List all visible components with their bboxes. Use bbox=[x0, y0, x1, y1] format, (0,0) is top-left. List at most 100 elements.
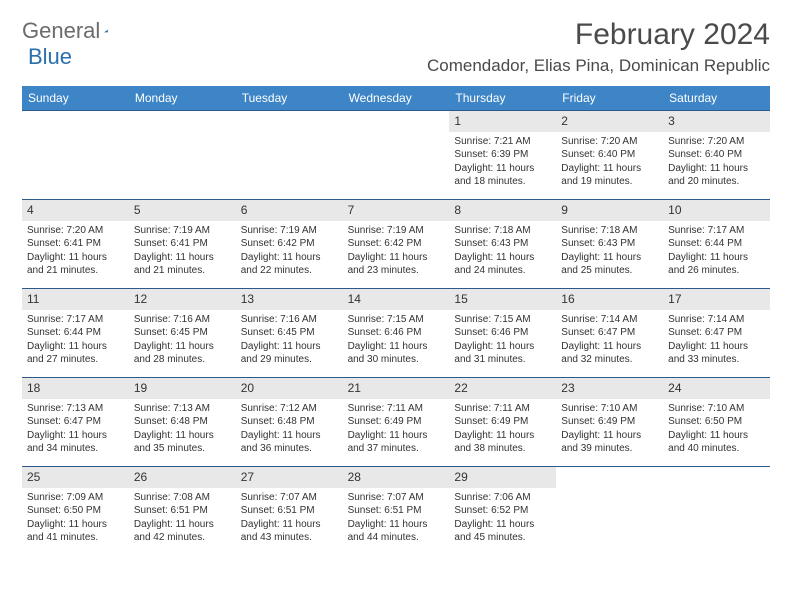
day-number-row: 26 bbox=[129, 467, 236, 488]
daylight-line: Daylight: 11 hours and 43 minutes. bbox=[241, 518, 338, 545]
day-cell: 28Sunrise: 7:07 AMSunset: 6:51 PMDayligh… bbox=[343, 467, 450, 555]
day-number: 11 bbox=[27, 292, 39, 306]
daylight-line: Daylight: 11 hours and 39 minutes. bbox=[561, 429, 658, 456]
day-number: 16 bbox=[561, 292, 574, 306]
daylight-line: Daylight: 11 hours and 32 minutes. bbox=[561, 340, 658, 367]
sunrise-line: Sunrise: 7:17 AM bbox=[27, 313, 124, 327]
sunset-line: Sunset: 6:52 PM bbox=[454, 504, 551, 518]
daylight-line: Daylight: 11 hours and 34 minutes. bbox=[27, 429, 124, 456]
day-number-row: 7 bbox=[343, 200, 450, 221]
day-number-row: 5 bbox=[129, 200, 236, 221]
sunrise-line: Sunrise: 7:12 AM bbox=[241, 402, 338, 416]
daylight-line: Daylight: 11 hours and 29 minutes. bbox=[241, 340, 338, 367]
weekday-header-row: SundayMondayTuesdayWednesdayThursdayFrid… bbox=[22, 86, 770, 110]
day-number-row: 20 bbox=[236, 378, 343, 399]
sunrise-line: Sunrise: 7:17 AM bbox=[668, 224, 765, 238]
week-row: 18Sunrise: 7:13 AMSunset: 6:47 PMDayligh… bbox=[22, 377, 770, 466]
daylight-line: Daylight: 11 hours and 45 minutes. bbox=[454, 518, 551, 545]
day-number: 25 bbox=[27, 470, 40, 484]
sunset-line: Sunset: 6:50 PM bbox=[27, 504, 124, 518]
day-cell: 6Sunrise: 7:19 AMSunset: 6:42 PMDaylight… bbox=[236, 200, 343, 288]
day-number: 10 bbox=[668, 203, 681, 217]
sunset-line: Sunset: 6:42 PM bbox=[348, 237, 445, 251]
day-number-row: 10 bbox=[663, 200, 770, 221]
daylight-line: Daylight: 11 hours and 33 minutes. bbox=[668, 340, 765, 367]
sunset-line: Sunset: 6:48 PM bbox=[134, 415, 231, 429]
logo-text-general: General bbox=[22, 18, 100, 44]
day-number-row: 13 bbox=[236, 289, 343, 310]
daylight-line: Daylight: 11 hours and 19 minutes. bbox=[561, 162, 658, 189]
day-cell: 11Sunrise: 7:17 AMSunset: 6:44 PMDayligh… bbox=[22, 289, 129, 377]
daylight-line: Daylight: 11 hours and 40 minutes. bbox=[668, 429, 765, 456]
day-number-row: 8 bbox=[449, 200, 556, 221]
title-block: February 2024 Comendador, Elias Pina, Do… bbox=[427, 18, 770, 76]
sunrise-line: Sunrise: 7:15 AM bbox=[348, 313, 445, 327]
sunset-line: Sunset: 6:47 PM bbox=[561, 326, 658, 340]
day-number: 9 bbox=[561, 203, 568, 217]
sunrise-line: Sunrise: 7:13 AM bbox=[134, 402, 231, 416]
sunrise-line: Sunrise: 7:20 AM bbox=[27, 224, 124, 238]
day-cell: 2Sunrise: 7:20 AMSunset: 6:40 PMDaylight… bbox=[556, 111, 663, 199]
day-cell: 14Sunrise: 7:15 AMSunset: 6:46 PMDayligh… bbox=[343, 289, 450, 377]
day-cell: 8Sunrise: 7:18 AMSunset: 6:43 PMDaylight… bbox=[449, 200, 556, 288]
day-number-row: 28 bbox=[343, 467, 450, 488]
day-number-row: 17 bbox=[663, 289, 770, 310]
day-number: 15 bbox=[454, 292, 467, 306]
daylight-line: Daylight: 11 hours and 24 minutes. bbox=[454, 251, 551, 278]
day-number-row: 4 bbox=[22, 200, 129, 221]
day-cell: 1Sunrise: 7:21 AMSunset: 6:39 PMDaylight… bbox=[449, 111, 556, 199]
day-number: 17 bbox=[668, 292, 681, 306]
daylight-line: Daylight: 11 hours and 23 minutes. bbox=[348, 251, 445, 278]
day-cell: 25 Sunrise: 7:09 AMSunset: 6:50 PMDayligh… bbox=[22, 467, 129, 555]
sunrise-line: Sunrise: 7:07 AM bbox=[348, 491, 445, 505]
empty-day-cell bbox=[663, 467, 770, 555]
day-number: 12 bbox=[134, 292, 147, 306]
daylight-line: Daylight: 11 hours and 25 minutes. bbox=[561, 251, 658, 278]
day-cell: 4Sunrise: 7:20 AMSunset: 6:41 PMDaylight… bbox=[22, 200, 129, 288]
location-subtitle: Comendador, Elias Pina, Dominican Republ… bbox=[427, 56, 770, 76]
day-number-row: 14 bbox=[343, 289, 450, 310]
daylight-line: Daylight: 11 hours and 42 minutes. bbox=[134, 518, 231, 545]
day-number-row: 19 bbox=[129, 378, 236, 399]
day-number-row: 9 bbox=[556, 200, 663, 221]
daylight-line: Daylight: 11 hours and 28 minutes. bbox=[134, 340, 231, 367]
sunrise-line: Sunrise: 7:19 AM bbox=[241, 224, 338, 238]
day-cell: 24Sunrise: 7:10 AMSunset: 6:50 PMDayligh… bbox=[663, 378, 770, 466]
day-cell: 7Sunrise: 7:19 AMSunset: 6:42 PMDaylight… bbox=[343, 200, 450, 288]
sunset-line: Sunset: 6:41 PM bbox=[27, 237, 124, 251]
sunset-line: Sunset: 6:45 PM bbox=[134, 326, 231, 340]
sunrise-line: Sunrise: 7:09 AM bbox=[27, 491, 124, 505]
day-cell: 21Sunrise: 7:11 AMSunset: 6:49 PMDayligh… bbox=[343, 378, 450, 466]
day-number-row: 11 bbox=[22, 289, 129, 310]
weekday-header-cell: Wednesday bbox=[343, 86, 450, 110]
day-number: 5 bbox=[134, 203, 141, 217]
day-number-row: 3 bbox=[663, 111, 770, 132]
day-number-row: 2 bbox=[556, 111, 663, 132]
daylight-line: Daylight: 11 hours and 20 minutes. bbox=[668, 162, 765, 189]
day-number: 21 bbox=[348, 381, 361, 395]
sunrise-line: Sunrise: 7:11 AM bbox=[454, 402, 551, 416]
day-number: 22 bbox=[454, 381, 467, 395]
sunrise-line: Sunrise: 7:16 AM bbox=[134, 313, 231, 327]
daylight-line: Daylight: 11 hours and 31 minutes. bbox=[454, 340, 551, 367]
day-cell: 22Sunrise: 7:11 AMSunset: 6:49 PMDayligh… bbox=[449, 378, 556, 466]
day-number: 4 bbox=[27, 203, 34, 217]
daylight-line: Daylight: 11 hours and 30 minutes. bbox=[348, 340, 445, 367]
day-number: 1 bbox=[454, 114, 461, 128]
sunrise-line: Sunrise: 7:20 AM bbox=[561, 135, 658, 149]
daylight-line: Daylight: 11 hours and 41 minutes. bbox=[27, 518, 124, 545]
day-number: 19 bbox=[134, 381, 147, 395]
day-number: 26 bbox=[134, 470, 147, 484]
weekday-header-cell: Sunday bbox=[22, 86, 129, 110]
empty-day-cell bbox=[343, 111, 450, 199]
sunset-line: Sunset: 6:51 PM bbox=[134, 504, 231, 518]
sunset-line: Sunset: 6:43 PM bbox=[454, 237, 551, 251]
sunrise-line: Sunrise: 7:10 AM bbox=[668, 402, 765, 416]
sunrise-line: Sunrise: 7:07 AM bbox=[241, 491, 338, 505]
sunset-line: Sunset: 6:45 PM bbox=[241, 326, 338, 340]
sunset-line: Sunset: 6:47 PM bbox=[27, 415, 124, 429]
daylight-line: Daylight: 11 hours and 21 minutes. bbox=[134, 251, 231, 278]
day-cell: 16Sunrise: 7:14 AMSunset: 6:47 PMDayligh… bbox=[556, 289, 663, 377]
weeks-container: 1Sunrise: 7:21 AMSunset: 6:39 PMDaylight… bbox=[22, 110, 770, 555]
daylight-line: Daylight: 11 hours and 35 minutes. bbox=[134, 429, 231, 456]
